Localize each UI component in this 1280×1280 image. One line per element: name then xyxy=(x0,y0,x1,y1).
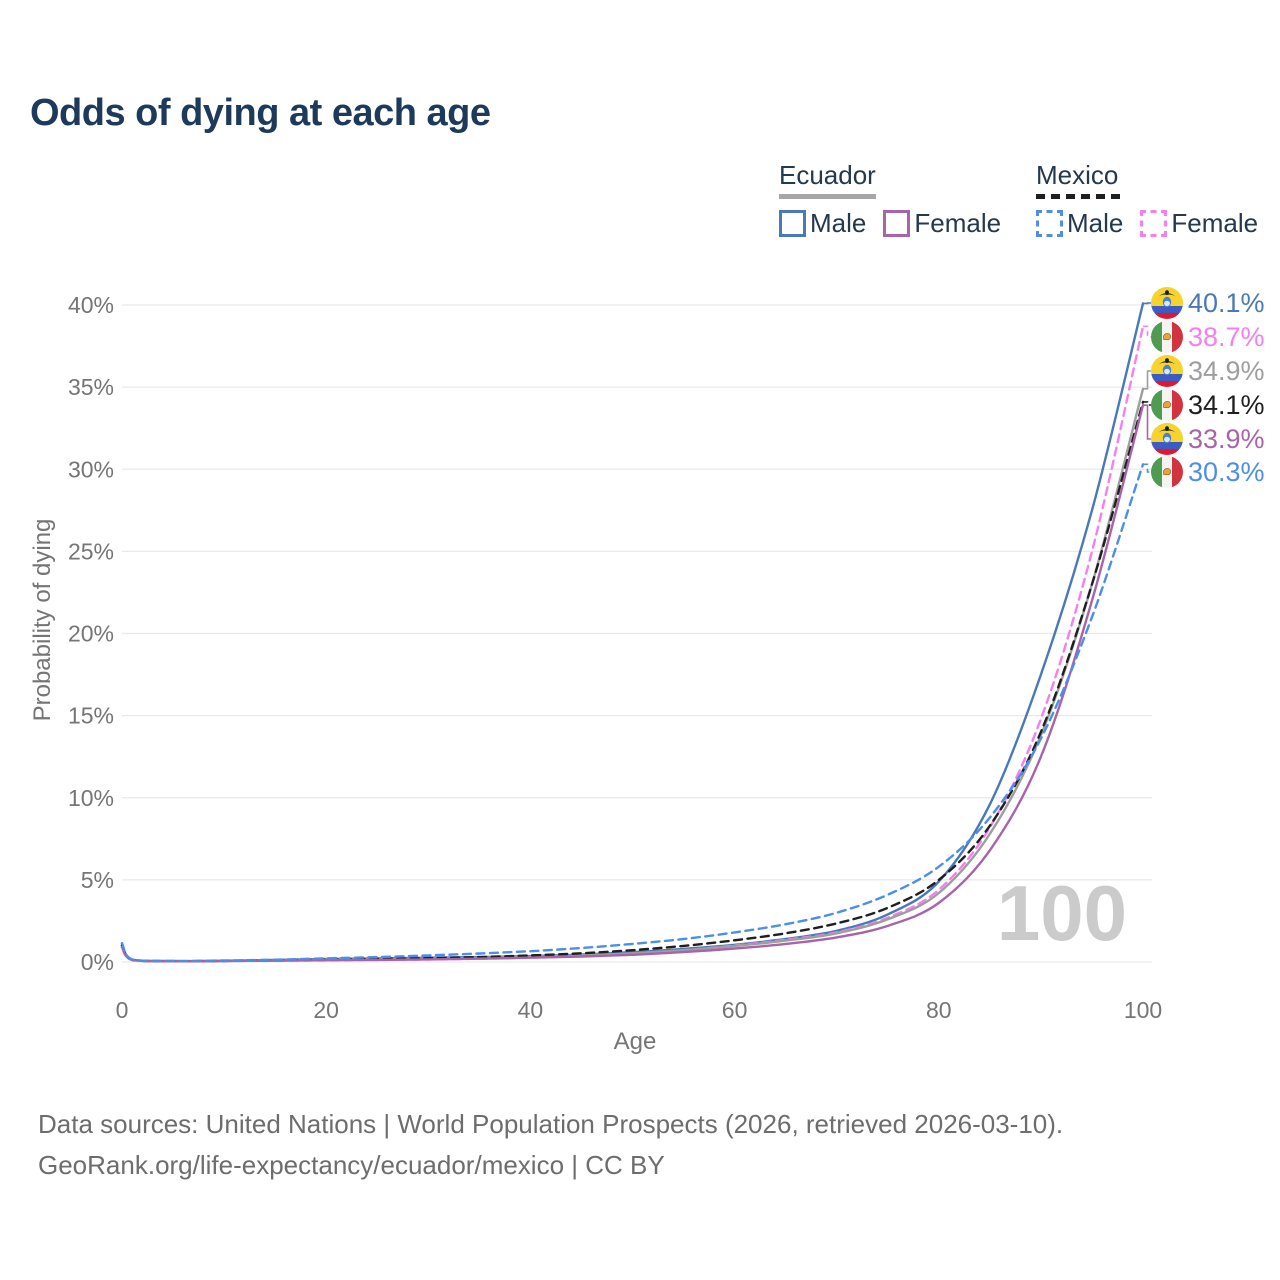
end-label-leaders xyxy=(1143,302,1151,473)
x-tick-label: 60 xyxy=(722,997,748,1023)
legend-label-mexico-male: Male xyxy=(1067,208,1124,238)
leader-mexico-male xyxy=(1143,463,1151,473)
legend: Ecuador Male Female Mexico Male xyxy=(0,0,1280,250)
legend-group-mexico: Mexico Male Female xyxy=(1036,160,1258,239)
chart-title: Odds of dying at each age xyxy=(30,92,491,134)
ecuador-male-swatch-icon xyxy=(779,210,806,237)
y-tick-label: 0% xyxy=(81,949,114,975)
gridlines xyxy=(122,304,1152,963)
footer-attribution: GeoRank.org/life-expectancy/ecuador/mexi… xyxy=(38,1150,665,1180)
curves xyxy=(120,302,1145,963)
legend-label-ecuador-female: Female xyxy=(914,208,1002,238)
y-tick-labels: 40% 35% 30% 25% 20% 15% 10% 5% 0% xyxy=(68,292,114,975)
end-label-mexico-male: 30.3% xyxy=(1188,457,1265,487)
footer: Data sources: United Nations | World Pop… xyxy=(38,1104,1063,1186)
ecuador-flag-icon xyxy=(1151,423,1183,456)
y-tick-label: 35% xyxy=(68,374,114,400)
legend-group-ecuador: Ecuador Male Female xyxy=(779,160,1001,239)
end-label-ecuador-both: 34.9% xyxy=(1188,356,1265,386)
y-tick-label: 15% xyxy=(68,703,114,729)
y-tick-label: 25% xyxy=(68,538,114,564)
leader-mexico-female xyxy=(1143,325,1151,338)
x-axis-title: Age xyxy=(614,1028,657,1055)
legend-item-ecuador-female[interactable]: Female xyxy=(883,208,1001,239)
ecuador-flag-icon xyxy=(1151,287,1183,320)
x-tick-label: 0 xyxy=(116,997,129,1023)
curve-ecuador-male xyxy=(120,302,1145,963)
y-tick-label: 5% xyxy=(81,867,114,893)
legend-item-ecuador-male[interactable]: Male xyxy=(779,208,866,239)
x-tick-label: 40 xyxy=(518,997,544,1023)
mexico-both-line-swatch-icon xyxy=(1036,194,1122,199)
y-tick-label: 40% xyxy=(68,292,114,318)
leader-ecuador-female xyxy=(1143,404,1151,440)
mexico-male-swatch-icon xyxy=(1036,210,1063,237)
curve-mexico-female xyxy=(120,325,1145,963)
x-tick-label: 80 xyxy=(926,997,952,1023)
y-axis-title: Probability of dying xyxy=(29,519,56,722)
ecuador-female-swatch-icon xyxy=(883,210,911,237)
curve-mexico-male xyxy=(120,463,1145,963)
mexico-female-swatch-icon xyxy=(1140,210,1168,237)
y-tick-label: 20% xyxy=(68,621,114,647)
legend-country-ecuador: Ecuador xyxy=(779,160,876,190)
curve-mexico-both xyxy=(120,400,1145,963)
curve-ecuador-female xyxy=(120,404,1145,963)
legend-item-mexico-male[interactable]: Male xyxy=(1036,208,1123,239)
curve-ecuador-both xyxy=(120,387,1145,963)
y-tick-label: 10% xyxy=(68,785,114,811)
end-label-mexico-female: 38.7% xyxy=(1188,322,1265,352)
legend-label-ecuador-male: Male xyxy=(810,208,867,238)
end-label-ecuador-female: 33.9% xyxy=(1188,424,1265,454)
ecuador-flag-icon xyxy=(1151,355,1183,388)
x-tick-labels: 0 20 40 60 80 100 xyxy=(116,997,1163,1023)
end-labels: 40.1% 38.7% 34.9% 34.1% 33.9%30.3% xyxy=(1151,287,1265,488)
x-tick-label: 20 xyxy=(313,997,339,1023)
end-label-mexico-both: 34.1% xyxy=(1188,390,1265,420)
ecuador-both-line-swatch-icon xyxy=(779,194,876,199)
legend-item-mexico-female[interactable]: Female xyxy=(1140,208,1258,239)
legend-label-mexico-female: Female xyxy=(1171,208,1259,238)
age-indicator-watermark: 100 xyxy=(997,869,1127,957)
mexico-flag-icon xyxy=(1151,389,1183,421)
legend-country-mexico: Mexico xyxy=(1036,160,1119,190)
leader-ecuador-both xyxy=(1143,370,1151,390)
y-tick-label: 30% xyxy=(68,456,114,482)
mexico-flag-icon xyxy=(1151,321,1183,353)
leader-mexico-both xyxy=(1143,401,1151,406)
mexico-flag-icon xyxy=(1151,456,1183,488)
end-label-ecuador-male: 40.1% xyxy=(1188,288,1265,318)
x-tick-label: 100 xyxy=(1124,997,1162,1023)
footer-data-sources: Data sources: United Nations | World Pop… xyxy=(38,1109,1064,1139)
